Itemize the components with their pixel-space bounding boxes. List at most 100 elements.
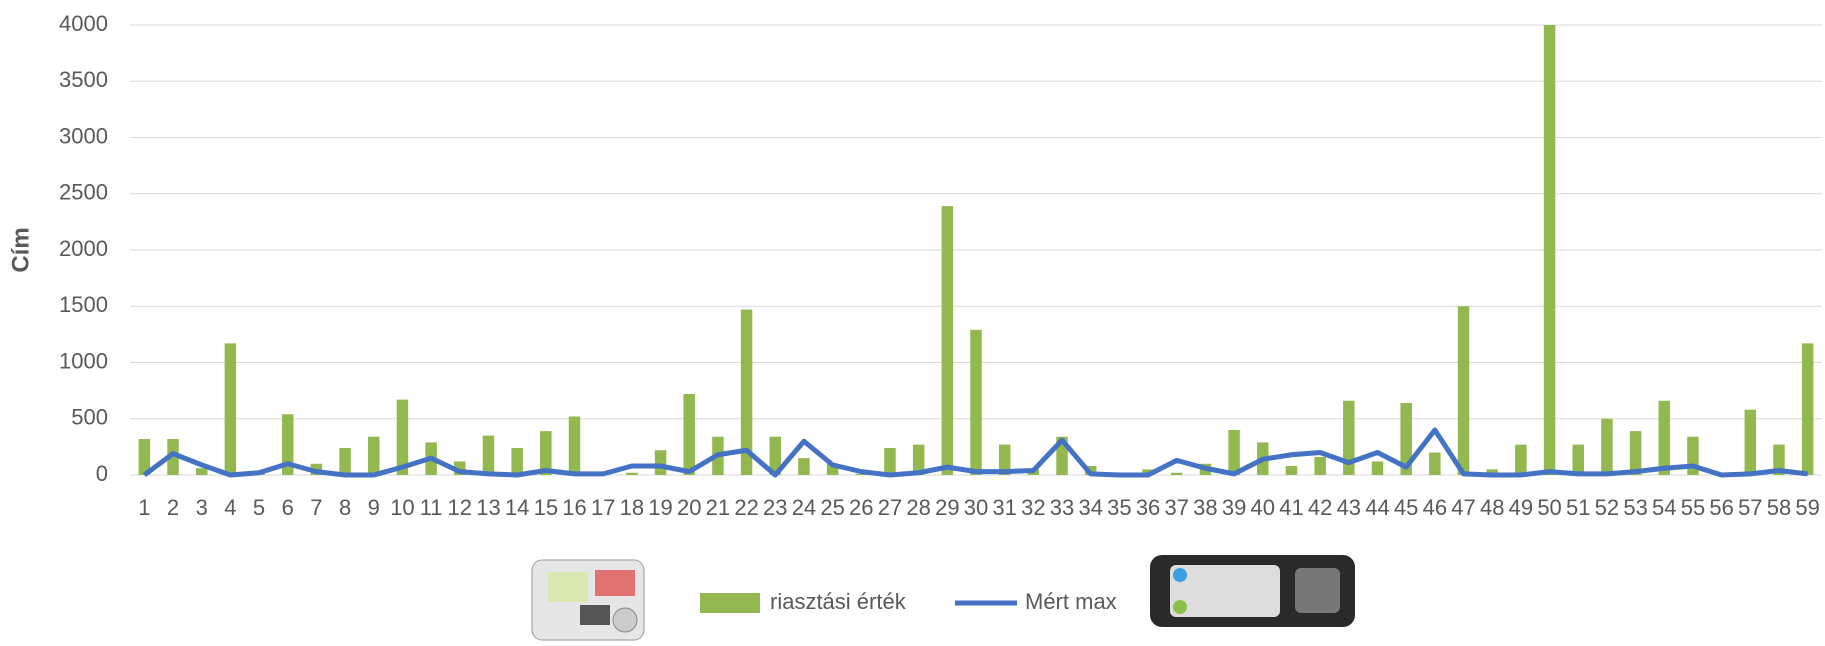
bar — [683, 394, 694, 475]
x-tick-label: 2 — [167, 495, 179, 520]
x-tick-label: 16 — [562, 495, 586, 520]
x-tick-label: 33 — [1050, 495, 1074, 520]
bar — [1573, 445, 1584, 475]
x-tick-label: 10 — [390, 495, 414, 520]
x-tick-label: 32 — [1021, 495, 1045, 520]
bar — [1314, 457, 1325, 475]
bar — [511, 448, 522, 475]
x-tick-label: 36 — [1136, 495, 1160, 520]
x-tick-label: 6 — [282, 495, 294, 520]
bar — [626, 473, 637, 475]
bar — [942, 206, 953, 475]
x-tick-label: 55 — [1681, 495, 1705, 520]
x-tick-label: 14 — [505, 495, 529, 520]
legend-label: Mért max — [1025, 589, 1117, 614]
y-tick-label: 2500 — [59, 180, 108, 205]
x-tick-label: 27 — [878, 495, 902, 520]
x-tick-label: 41 — [1279, 495, 1303, 520]
x-tick-label: 1 — [138, 495, 150, 520]
x-tick-label: 9 — [368, 495, 380, 520]
x-tick-label: 58 — [1767, 495, 1791, 520]
legend-swatch — [700, 593, 760, 613]
bar — [339, 448, 350, 475]
x-tick-label: 35 — [1107, 495, 1131, 520]
x-tick-label: 57 — [1738, 495, 1762, 520]
x-tick-label: 46 — [1423, 495, 1447, 520]
bar — [1458, 306, 1469, 475]
x-tick-label: 30 — [964, 495, 988, 520]
x-tick-label: 37 — [1165, 495, 1189, 520]
x-tick-label: 34 — [1078, 495, 1102, 520]
bar — [1630, 431, 1641, 475]
x-tick-label: 29 — [935, 495, 959, 520]
bar — [483, 436, 494, 475]
x-tick-label: 13 — [476, 495, 500, 520]
x-tick-label: 38 — [1193, 495, 1217, 520]
x-tick-label: 3 — [196, 495, 208, 520]
y-tick-label: 2000 — [59, 236, 108, 261]
x-tick-label: 43 — [1337, 495, 1361, 520]
y-tick-label: 500 — [71, 405, 108, 430]
bar — [1745, 410, 1756, 475]
x-tick-label: 24 — [792, 495, 816, 520]
x-tick-label: 20 — [677, 495, 701, 520]
x-tick-label: 47 — [1451, 495, 1475, 520]
x-tick-label: 40 — [1251, 495, 1275, 520]
x-tick-label: 4 — [224, 495, 236, 520]
y-tick-label: 3500 — [59, 67, 108, 92]
bar — [225, 343, 236, 475]
x-tick-label: 50 — [1537, 495, 1561, 520]
x-tick-label: 51 — [1566, 495, 1590, 520]
x-tick-label: 49 — [1509, 495, 1533, 520]
bar — [1544, 25, 1555, 475]
x-tick-label: 42 — [1308, 495, 1332, 520]
bar — [1659, 401, 1670, 475]
x-tick-label: 53 — [1623, 495, 1647, 520]
bar — [368, 437, 379, 475]
chart: Cím 050010001500200025003000350040001234… — [0, 0, 1825, 646]
y-tick-label: 4000 — [59, 11, 108, 36]
x-tick-label: 31 — [992, 495, 1016, 520]
legend-label: riasztási érték — [770, 589, 907, 614]
x-tick-label: 26 — [849, 495, 873, 520]
x-tick-label: 19 — [648, 495, 672, 520]
bar — [1515, 445, 1526, 475]
bar — [1171, 473, 1182, 475]
bar — [798, 458, 809, 475]
device-photo-right — [1150, 555, 1355, 627]
y-tick-label: 1000 — [59, 348, 108, 373]
y-tick-label: 0 — [96, 461, 108, 486]
x-tick-label: 48 — [1480, 495, 1504, 520]
y-tick-label: 3000 — [59, 123, 108, 148]
bar — [569, 417, 580, 476]
bar — [1286, 466, 1297, 475]
x-tick-label: 12 — [448, 495, 472, 520]
bar — [884, 448, 895, 475]
x-tick-label: 23 — [763, 495, 787, 520]
bar — [1228, 430, 1239, 475]
x-tick-label: 8 — [339, 495, 351, 520]
x-tick-label: 21 — [706, 495, 730, 520]
x-tick-label: 22 — [734, 495, 758, 520]
bar — [1601, 419, 1612, 475]
y-axis-title: Cím — [7, 227, 34, 272]
bar — [655, 450, 666, 475]
x-tick-label: 11 — [420, 495, 443, 520]
x-tick-label: 17 — [591, 495, 615, 520]
x-tick-label: 44 — [1365, 495, 1389, 520]
x-tick-label: 56 — [1709, 495, 1733, 520]
bar — [970, 330, 981, 475]
x-tick-label: 45 — [1394, 495, 1418, 520]
bar — [1372, 462, 1383, 476]
x-tick-label: 52 — [1595, 495, 1619, 520]
x-tick-label: 54 — [1652, 495, 1676, 520]
x-tick-label: 18 — [620, 495, 644, 520]
x-tick-label: 39 — [1222, 495, 1246, 520]
bar — [196, 468, 207, 475]
x-tick-label: 5 — [253, 495, 265, 520]
x-tick-label: 28 — [906, 495, 930, 520]
x-tick-label: 25 — [820, 495, 844, 520]
bar — [1429, 453, 1440, 476]
x-tick-label: 59 — [1795, 495, 1819, 520]
x-tick-label: 15 — [534, 495, 558, 520]
